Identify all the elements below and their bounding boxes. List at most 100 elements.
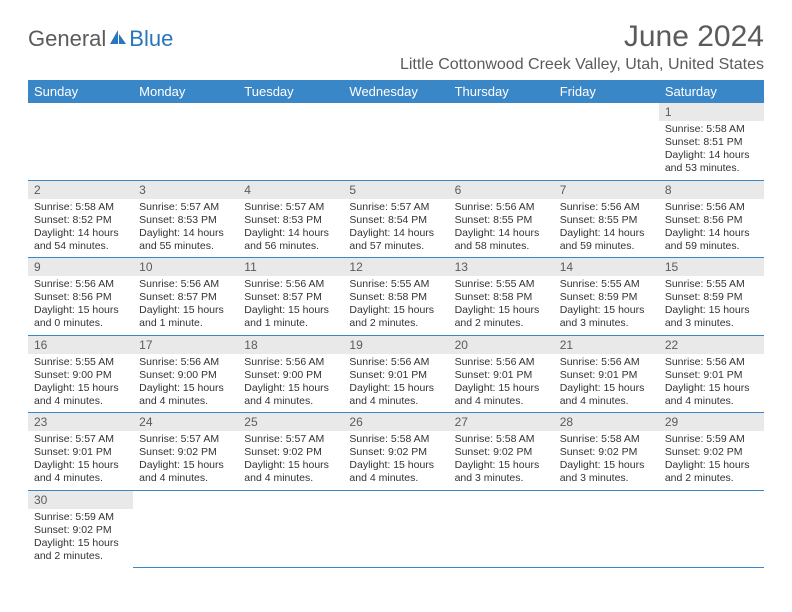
daylight-text: Daylight: 15 hours and 2 minutes.: [349, 304, 442, 330]
sunset-text: Sunset: 9:01 PM: [665, 369, 758, 382]
daylight-text: Daylight: 15 hours and 0 minutes.: [34, 304, 127, 330]
day-detail-cell: Sunrise: 5:57 AMSunset: 8:53 PMDaylight:…: [238, 199, 343, 258]
day-detail-cell: Sunrise: 5:55 AMSunset: 9:00 PMDaylight:…: [28, 354, 133, 413]
brand-part2: Blue: [129, 26, 173, 52]
daylight-text: Daylight: 14 hours and 54 minutes.: [34, 227, 127, 253]
daylight-text: Daylight: 14 hours and 57 minutes.: [349, 227, 442, 253]
day-number-cell: 23: [28, 413, 133, 432]
sunrise-text: Sunrise: 5:57 AM: [244, 201, 337, 214]
day-detail-cell: Sunrise: 5:56 AMSunset: 9:00 PMDaylight:…: [238, 354, 343, 413]
sail-icon: [108, 26, 128, 52]
sunrise-text: Sunrise: 5:56 AM: [349, 356, 442, 369]
day-detail-cell: Sunrise: 5:59 AMSunset: 9:02 PMDaylight:…: [659, 431, 764, 490]
daylight-text: Daylight: 14 hours and 58 minutes.: [455, 227, 548, 253]
day-number-cell: 2: [28, 180, 133, 199]
day-detail-cell: Sunrise: 5:57 AMSunset: 8:53 PMDaylight:…: [133, 199, 238, 258]
day-detail-cell: [238, 121, 343, 180]
sunrise-text: Sunrise: 5:56 AM: [139, 278, 232, 291]
sunrise-text: Sunrise: 5:57 AM: [244, 433, 337, 446]
col-wednesday: Wednesday: [343, 80, 448, 103]
day-number-cell: 29: [659, 413, 764, 432]
day-detail-cell: Sunrise: 5:56 AMSunset: 8:56 PMDaylight:…: [28, 276, 133, 335]
daylight-text: Daylight: 15 hours and 4 minutes.: [34, 382, 127, 408]
day-detail-cell: Sunrise: 5:56 AMSunset: 8:57 PMDaylight:…: [238, 276, 343, 335]
sunset-text: Sunset: 8:52 PM: [34, 214, 127, 227]
day-number-cell: [238, 103, 343, 121]
day-detail-cell: Sunrise: 5:56 AMSunset: 9:00 PMDaylight:…: [133, 354, 238, 413]
sunrise-text: Sunrise: 5:55 AM: [349, 278, 442, 291]
daylight-text: Daylight: 15 hours and 1 minute.: [139, 304, 232, 330]
sunrise-text: Sunrise: 5:58 AM: [665, 123, 758, 136]
day-number-cell: 19: [343, 335, 448, 354]
sunrise-text: Sunrise: 5:56 AM: [455, 356, 548, 369]
sunrise-text: Sunrise: 5:56 AM: [139, 356, 232, 369]
day-number-cell: 7: [554, 180, 659, 199]
sunrise-text: Sunrise: 5:58 AM: [455, 433, 548, 446]
daylight-text: Daylight: 15 hours and 4 minutes.: [139, 382, 232, 408]
daylight-text: Daylight: 15 hours and 4 minutes.: [244, 459, 337, 485]
day-detail-cell: Sunrise: 5:55 AMSunset: 8:58 PMDaylight:…: [343, 276, 448, 335]
location-text: Little Cottonwood Creek Valley, Utah, Un…: [400, 56, 764, 74]
sunrise-text: Sunrise: 5:59 AM: [665, 433, 758, 446]
daynum-row: 2345678: [28, 180, 764, 199]
day-detail-cell: Sunrise: 5:58 AMSunset: 9:02 PMDaylight:…: [449, 431, 554, 490]
detail-row: Sunrise: 5:58 AMSunset: 8:51 PMDaylight:…: [28, 121, 764, 180]
day-number-cell: 4: [238, 180, 343, 199]
sunset-text: Sunset: 9:01 PM: [560, 369, 653, 382]
col-monday: Monday: [133, 80, 238, 103]
day-number-cell: 25: [238, 413, 343, 432]
day-number-cell: [343, 490, 448, 509]
col-friday: Friday: [554, 80, 659, 103]
col-saturday: Saturday: [659, 80, 764, 103]
day-number-cell: 14: [554, 258, 659, 277]
brand-part1: General: [28, 26, 106, 52]
day-number-cell: 21: [554, 335, 659, 354]
day-number-cell: 10: [133, 258, 238, 277]
day-number-cell: 18: [238, 335, 343, 354]
sunset-text: Sunset: 9:02 PM: [560, 446, 653, 459]
daylight-text: Daylight: 15 hours and 3 minutes.: [665, 304, 758, 330]
sunrise-text: Sunrise: 5:55 AM: [560, 278, 653, 291]
daynum-row: 9101112131415: [28, 258, 764, 277]
sunset-text: Sunset: 8:53 PM: [139, 214, 232, 227]
daylight-text: Daylight: 15 hours and 2 minutes.: [455, 304, 548, 330]
daylight-text: Daylight: 15 hours and 4 minutes.: [244, 382, 337, 408]
sunrise-text: Sunrise: 5:56 AM: [34, 278, 127, 291]
daylight-text: Daylight: 14 hours and 56 minutes.: [244, 227, 337, 253]
sunrise-text: Sunrise: 5:56 AM: [665, 356, 758, 369]
daylight-text: Daylight: 15 hours and 4 minutes.: [349, 459, 442, 485]
day-number-cell: [133, 103, 238, 121]
sunrise-text: Sunrise: 5:56 AM: [244, 278, 337, 291]
sunrise-text: Sunrise: 5:57 AM: [139, 433, 232, 446]
daylight-text: Daylight: 15 hours and 4 minutes.: [455, 382, 548, 408]
sunset-text: Sunset: 9:02 PM: [244, 446, 337, 459]
day-number-cell: 5: [343, 180, 448, 199]
day-number-cell: [343, 103, 448, 121]
sunset-text: Sunset: 9:02 PM: [455, 446, 548, 459]
day-number-cell: 17: [133, 335, 238, 354]
sunset-text: Sunset: 8:53 PM: [244, 214, 337, 227]
sunrise-text: Sunrise: 5:56 AM: [244, 356, 337, 369]
sunrise-text: Sunrise: 5:56 AM: [455, 201, 548, 214]
sunset-text: Sunset: 8:55 PM: [560, 214, 653, 227]
day-detail-cell: Sunrise: 5:56 AMSunset: 8:55 PMDaylight:…: [449, 199, 554, 258]
sunrise-text: Sunrise: 5:56 AM: [560, 201, 653, 214]
day-number-cell: 6: [449, 180, 554, 199]
day-detail-cell: Sunrise: 5:55 AMSunset: 8:59 PMDaylight:…: [659, 276, 764, 335]
daylight-text: Daylight: 15 hours and 4 minutes.: [665, 382, 758, 408]
sunset-text: Sunset: 9:02 PM: [139, 446, 232, 459]
day-number-cell: 15: [659, 258, 764, 277]
sunset-text: Sunset: 8:59 PM: [665, 291, 758, 304]
detail-row: Sunrise: 5:59 AMSunset: 9:02 PMDaylight:…: [28, 509, 764, 568]
day-detail-cell: Sunrise: 5:55 AMSunset: 8:58 PMDaylight:…: [449, 276, 554, 335]
calendar-page: GeneralBlue June 2024 Little Cottonwood …: [0, 0, 792, 588]
day-detail-cell: Sunrise: 5:58 AMSunset: 9:02 PMDaylight:…: [554, 431, 659, 490]
calendar-body: 1Sunrise: 5:58 AMSunset: 8:51 PMDaylight…: [28, 103, 764, 567]
day-detail-cell: Sunrise: 5:55 AMSunset: 8:59 PMDaylight:…: [554, 276, 659, 335]
daynum-row: 1: [28, 103, 764, 121]
detail-row: Sunrise: 5:56 AMSunset: 8:56 PMDaylight:…: [28, 276, 764, 335]
sunset-text: Sunset: 8:56 PM: [665, 214, 758, 227]
day-detail-cell: [28, 121, 133, 180]
day-detail-cell: Sunrise: 5:58 AMSunset: 9:02 PMDaylight:…: [343, 431, 448, 490]
detail-row: Sunrise: 5:57 AMSunset: 9:01 PMDaylight:…: [28, 431, 764, 490]
